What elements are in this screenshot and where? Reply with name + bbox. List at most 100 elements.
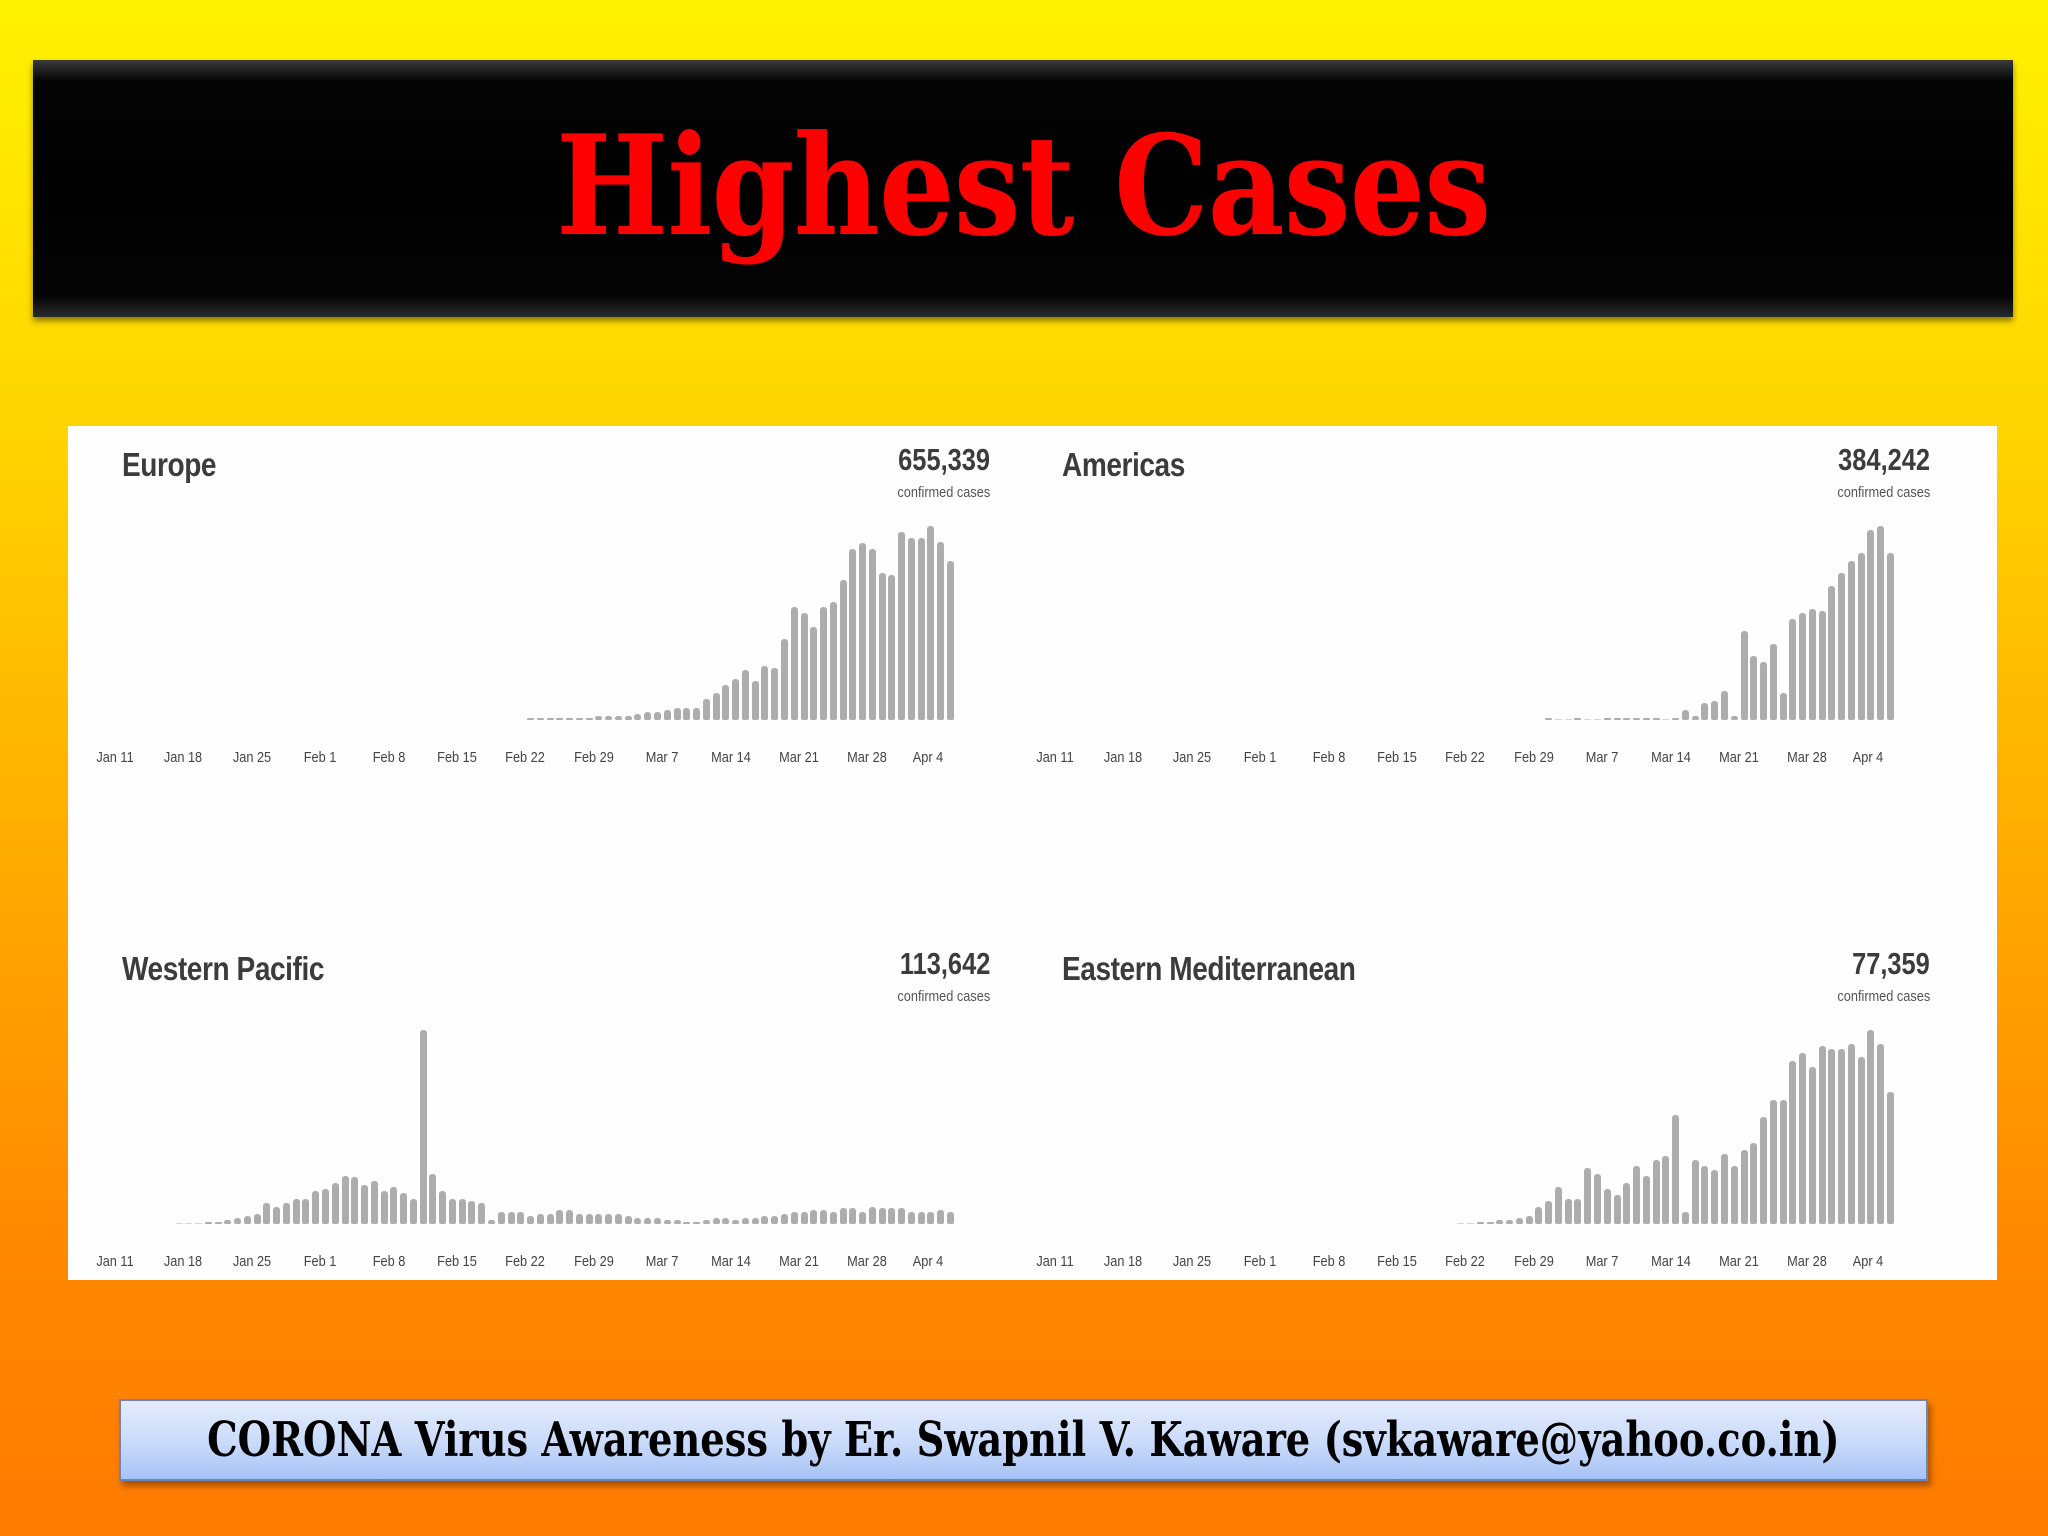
bar-area [1036, 1030, 1896, 1224]
data-bar [370, 1181, 378, 1224]
data-bar [321, 1189, 329, 1224]
bar-slot [369, 526, 379, 720]
bar-slot [301, 526, 311, 720]
bar-slot [1358, 526, 1368, 720]
data-bar [556, 1210, 564, 1224]
x-tick-label: Mar 7 [1585, 1253, 1619, 1270]
bar-slot [770, 1030, 780, 1224]
bar-slot [1768, 1030, 1778, 1224]
data-bar [488, 1220, 495, 1224]
data-bar [1867, 529, 1875, 720]
data-bar [1535, 1206, 1543, 1224]
bar-slot [350, 1030, 360, 1224]
bar-slot [1876, 526, 1886, 720]
bar-slot [1182, 526, 1192, 720]
bar-slot [389, 1030, 399, 1224]
bar-slot [1534, 526, 1544, 720]
data-bar [868, 549, 876, 720]
bar-slot [1241, 1030, 1251, 1224]
x-tick-label: Jan 25 [232, 1253, 271, 1270]
bar-slot [633, 1030, 643, 1224]
bar-slot [1280, 1030, 1290, 1224]
data-bar [741, 669, 749, 720]
x-tick-label: Mar 21 [779, 749, 819, 766]
bar-slot [1349, 1030, 1359, 1224]
bar-slot [116, 526, 126, 720]
bar-slot [1036, 526, 1046, 720]
bar-slot [1212, 526, 1222, 720]
bar-slot [1153, 526, 1163, 720]
data-bar [497, 1212, 505, 1224]
bar-slot [272, 1030, 282, 1224]
data-bar [917, 537, 925, 720]
bar-slot [1329, 1030, 1339, 1224]
bar-slot [858, 526, 868, 720]
bar-slot [643, 526, 653, 720]
x-tick-label: Mar 28 [847, 1253, 888, 1270]
bar-slot [1798, 1030, 1808, 1224]
x-tick-label: Feb 29 [1513, 749, 1554, 766]
bar-slot [174, 1030, 184, 1224]
data-bar [1623, 718, 1631, 720]
bar-slot [340, 526, 350, 720]
bar-slot [1768, 526, 1778, 720]
data-bar [1691, 1159, 1699, 1224]
bar-slot [116, 1030, 126, 1224]
bar-slot [125, 1030, 135, 1224]
bar-slot [867, 1030, 877, 1224]
bar-slot [1505, 526, 1515, 720]
chart-eastern-mediterranean: Eastern Mediterranean 77,359 confirmed c… [1008, 930, 1930, 1350]
chart-title: Eastern Mediterranean [1062, 950, 1356, 987]
chart-title: Europe [122, 446, 217, 483]
bar-slot [1368, 526, 1378, 720]
data-bar [1574, 718, 1582, 720]
bar-slot [1573, 1030, 1583, 1224]
bar-slot [1700, 1030, 1710, 1224]
data-bar [253, 1214, 261, 1224]
data-bar [771, 1216, 779, 1224]
bar-slot [1417, 1030, 1427, 1224]
bar-slot [1798, 526, 1808, 720]
bar-slot [1651, 526, 1661, 720]
data-bar [683, 708, 691, 720]
bar-slot [741, 1030, 751, 1224]
confirmed-count: 384,242 [1838, 442, 1930, 477]
bar-slot [1827, 526, 1837, 720]
data-bar [624, 716, 632, 720]
data-bar [780, 1214, 788, 1224]
bar-slot [194, 526, 204, 720]
x-axis: Jan 11 Jan 18 Jan 25 Feb 1 Feb 8 Feb 15 Feb 22… [1036, 1253, 1916, 1275]
bar-slot [867, 526, 877, 720]
bar-slot [448, 526, 458, 720]
data-bar [312, 1191, 320, 1224]
bar-slot [672, 526, 682, 720]
bar-slot [1749, 1030, 1759, 1224]
bar-slot [1124, 1030, 1134, 1224]
confirmed-count: 77,359 [1852, 946, 1930, 981]
bar-slot [1690, 526, 1700, 720]
bar-slot [506, 1030, 516, 1224]
bar-slot [194, 1030, 204, 1224]
bar-slot [1729, 1030, 1739, 1224]
bar-slot [750, 1030, 760, 1224]
bar-slot [1651, 1030, 1661, 1224]
bar-slot [916, 526, 926, 720]
bar-slot [819, 526, 829, 720]
x-tick-label: Jan 18 [164, 749, 203, 766]
data-bar [1496, 1220, 1504, 1224]
data-bar [741, 1218, 749, 1224]
data-bar [292, 1198, 300, 1224]
data-bar [829, 1212, 837, 1224]
data-bar [888, 574, 896, 720]
bar-slot [1251, 1030, 1261, 1224]
bar-slot [535, 1030, 545, 1224]
data-bar [1818, 1045, 1826, 1224]
x-tick-label: Feb 1 [303, 1253, 337, 1270]
bar-slot [1515, 526, 1525, 720]
data-bar [282, 1202, 290, 1224]
data-bar [536, 1214, 544, 1224]
data-bar [859, 543, 867, 720]
bar-slot [1671, 1030, 1681, 1224]
data-bar [1730, 716, 1738, 720]
bar-slot [1729, 526, 1739, 720]
